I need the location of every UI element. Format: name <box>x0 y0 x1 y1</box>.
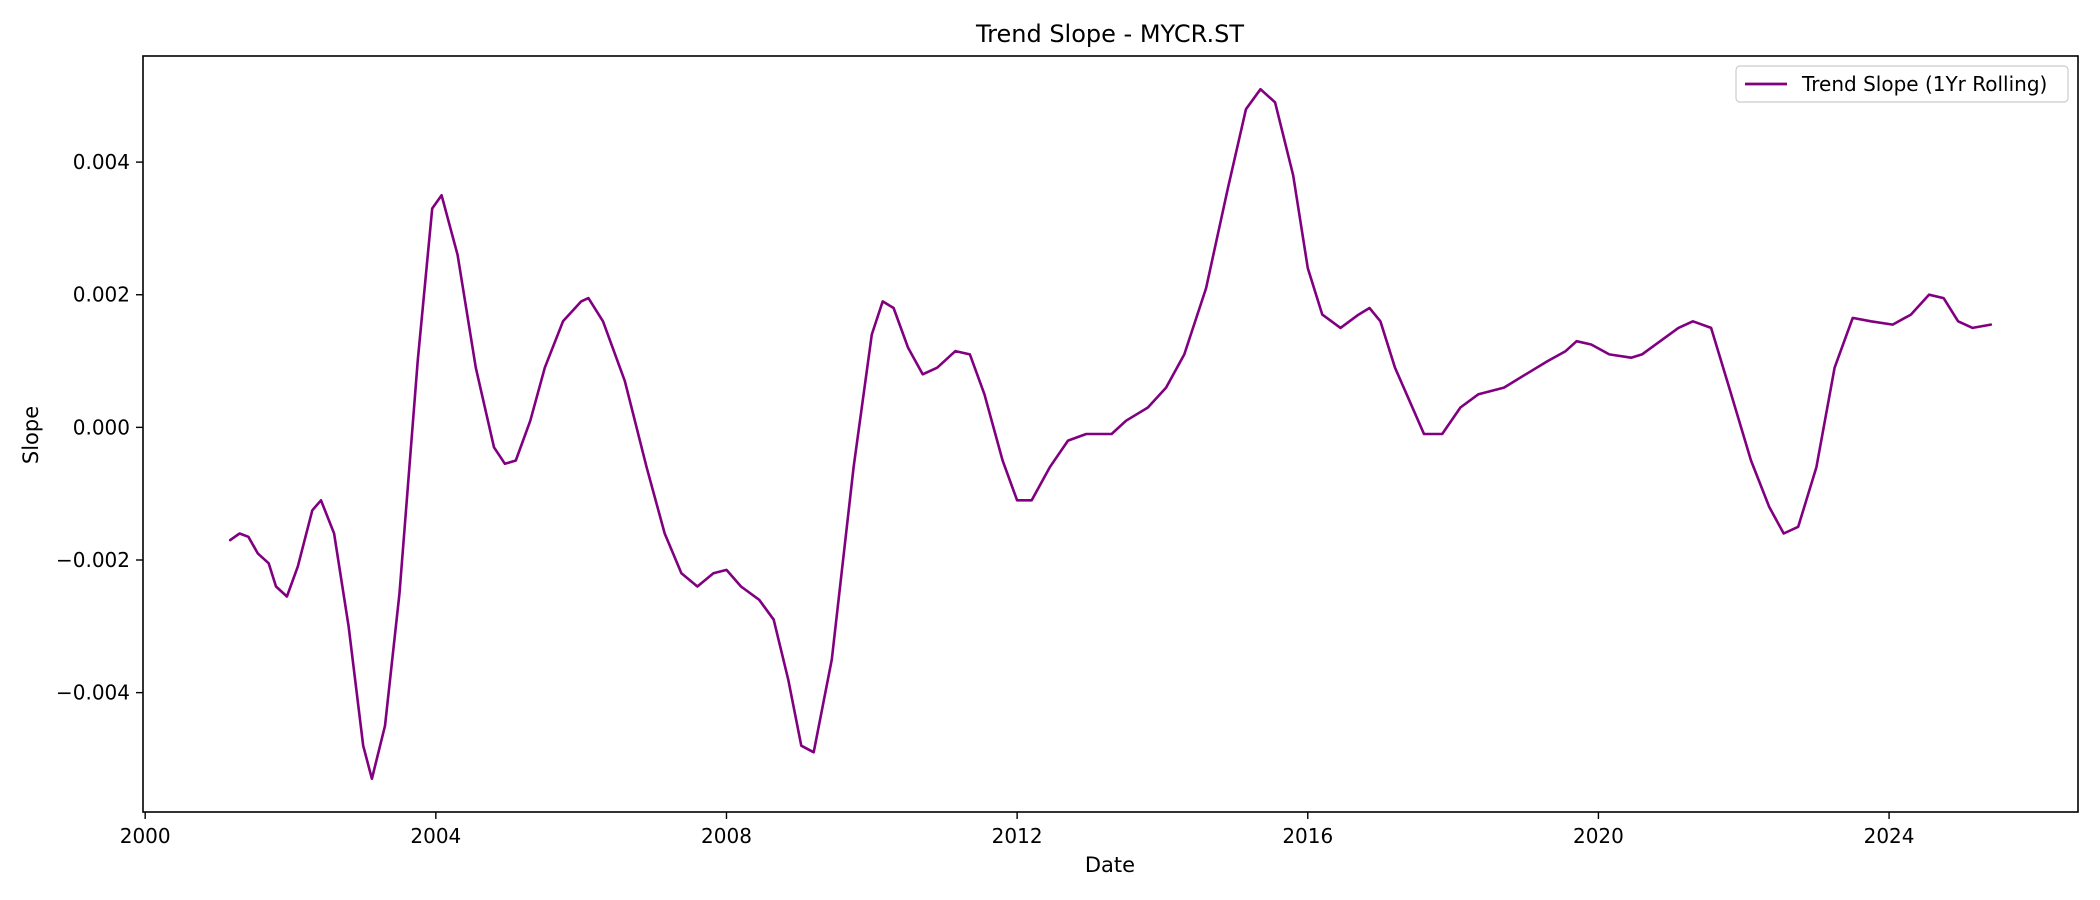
x-tick-label: 2004 <box>410 824 461 848</box>
y-tick-label: 0.004 <box>73 150 130 174</box>
axes-frame <box>142 55 2079 813</box>
x-tick-label: 2008 <box>701 824 752 848</box>
legend-label: Trend Slope (1Yr Rolling) <box>1801 72 2047 96</box>
y-axis-ticks: −0.004 −0.002 0.000 0.002 0.004 <box>56 150 143 705</box>
plot-area <box>142 55 2079 813</box>
x-tick-label: 2016 <box>1282 824 1333 848</box>
legend-box <box>1735 65 2069 103</box>
x-tick-label: 2012 <box>992 824 1043 848</box>
y-tick-label: −0.004 <box>56 681 130 705</box>
x-tick-label: 2000 <box>120 824 171 848</box>
y-axis-label: Slope <box>19 406 43 464</box>
x-axis-ticks: 2000 2004 2008 2012 2016 2020 2024 <box>120 812 1915 848</box>
y-tick-label: 0.002 <box>73 283 130 307</box>
legend: Trend Slope (1Yr Rolling) <box>1735 65 2069 103</box>
chart-title: Trend Slope - MYCR.ST <box>975 20 1244 48</box>
y-tick-label: −0.002 <box>56 548 130 572</box>
x-axis-label: Date <box>1085 853 1135 877</box>
x-tick-label: 2020 <box>1573 824 1624 848</box>
x-tick-label: 2024 <box>1864 824 1915 848</box>
series-line-trend-slope <box>228 87 1993 781</box>
y-tick-label: 0.000 <box>73 415 130 439</box>
